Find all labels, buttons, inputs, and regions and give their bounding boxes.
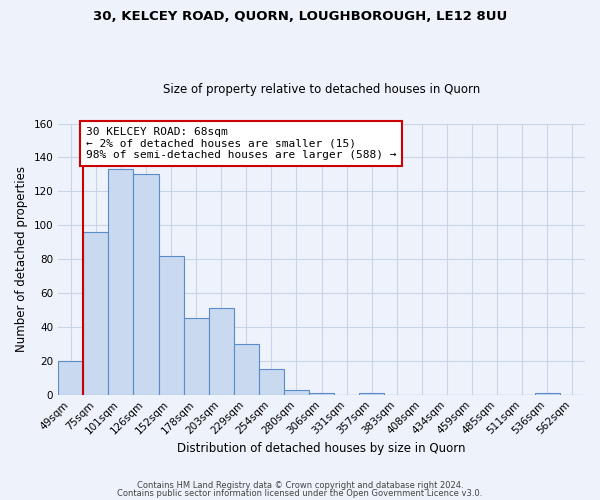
Bar bbox=[284, 390, 309, 394]
Bar bbox=[158, 256, 184, 394]
Bar bbox=[209, 308, 234, 394]
Bar bbox=[83, 232, 109, 394]
Bar bbox=[309, 393, 334, 394]
Text: 30 KELCEY ROAD: 68sqm
← 2% of detached houses are smaller (15)
98% of semi-detac: 30 KELCEY ROAD: 68sqm ← 2% of detached h… bbox=[86, 127, 396, 160]
Bar bbox=[133, 174, 158, 394]
Bar bbox=[359, 393, 385, 394]
Text: 30, KELCEY ROAD, QUORN, LOUGHBOROUGH, LE12 8UU: 30, KELCEY ROAD, QUORN, LOUGHBOROUGH, LE… bbox=[93, 10, 507, 23]
Y-axis label: Number of detached properties: Number of detached properties bbox=[15, 166, 28, 352]
X-axis label: Distribution of detached houses by size in Quorn: Distribution of detached houses by size … bbox=[178, 442, 466, 455]
Bar bbox=[535, 393, 560, 394]
Bar bbox=[109, 170, 133, 394]
Text: Contains HM Land Registry data © Crown copyright and database right 2024.: Contains HM Land Registry data © Crown c… bbox=[137, 481, 463, 490]
Bar bbox=[234, 344, 259, 395]
Bar bbox=[58, 361, 83, 394]
Bar bbox=[184, 318, 209, 394]
Bar bbox=[259, 370, 284, 394]
Title: Size of property relative to detached houses in Quorn: Size of property relative to detached ho… bbox=[163, 83, 480, 96]
Text: Contains public sector information licensed under the Open Government Licence v3: Contains public sector information licen… bbox=[118, 488, 482, 498]
